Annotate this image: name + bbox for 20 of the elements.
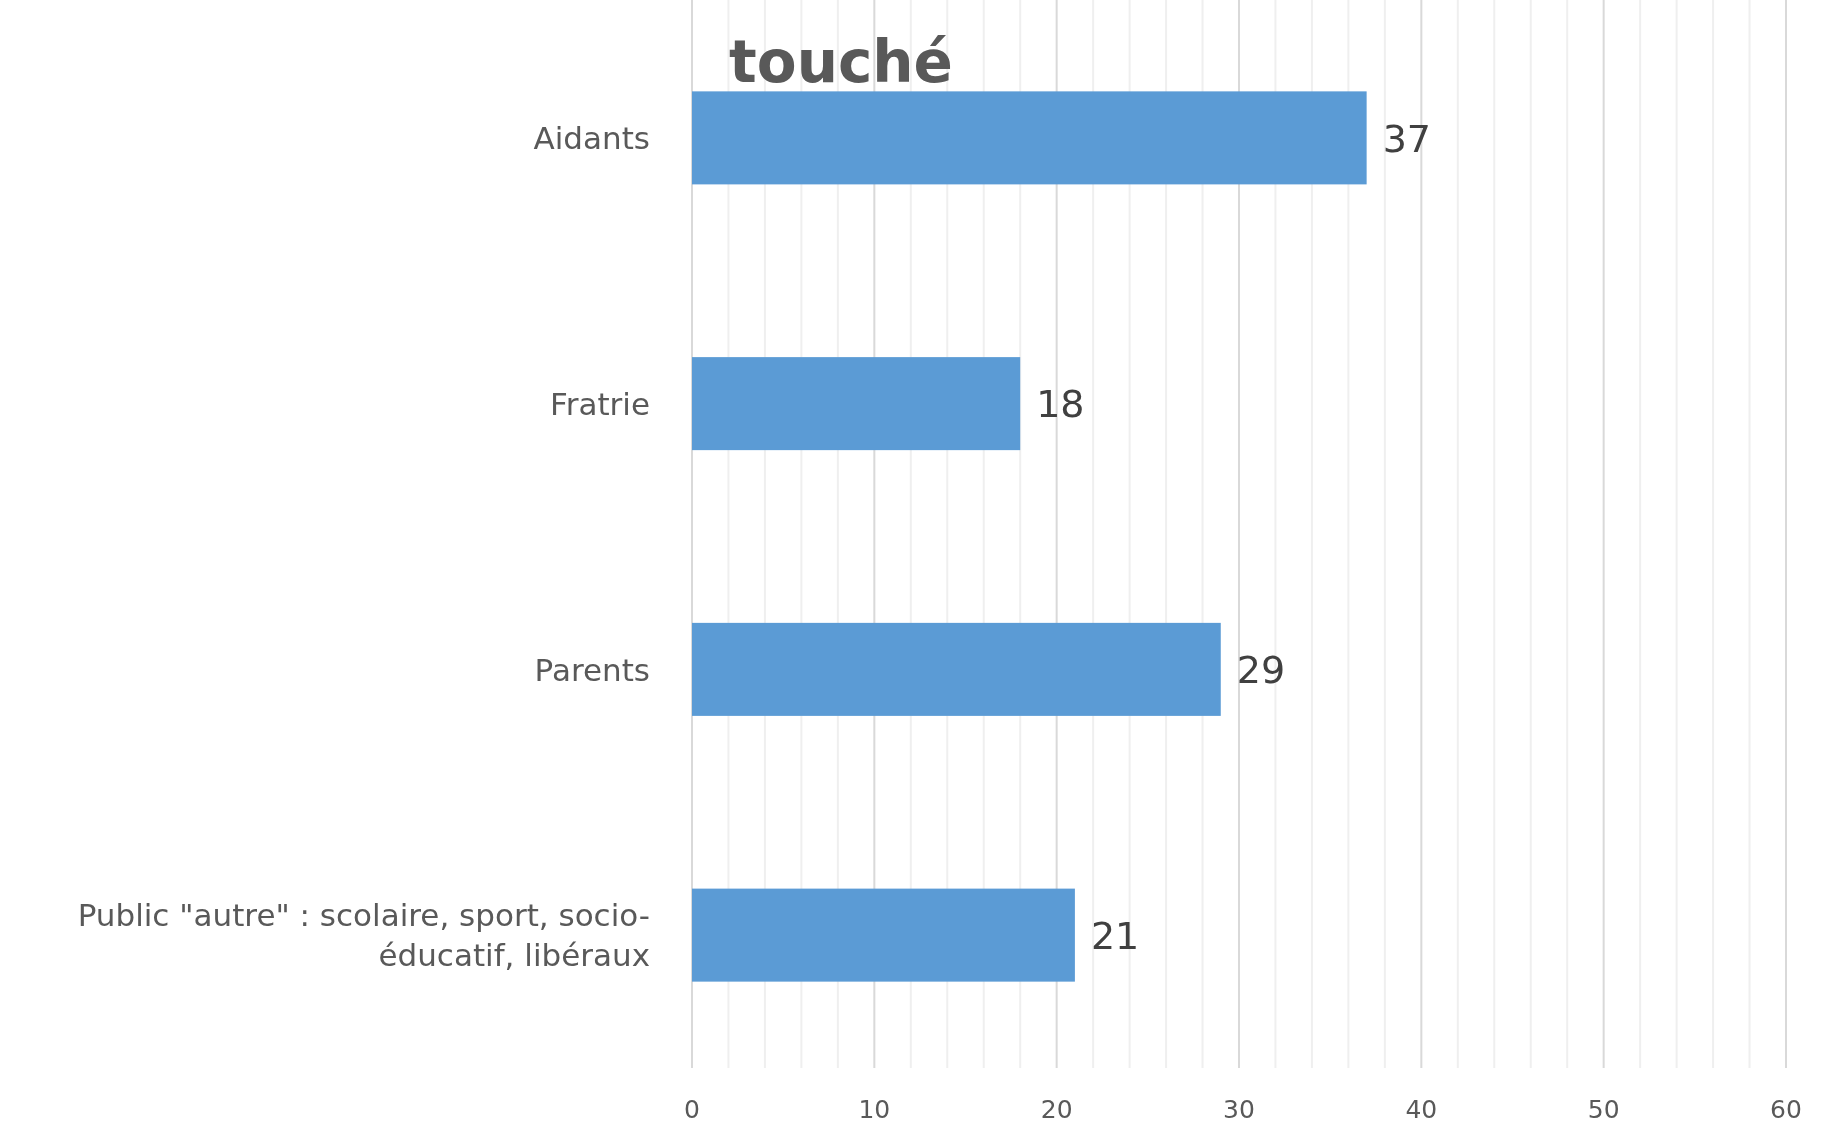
bar xyxy=(692,622,1221,716)
bar xyxy=(692,357,1021,451)
y-tick-label: Public "autre" : scolaire, sport, socio-éducatif, libéraux xyxy=(77,897,650,974)
bar xyxy=(692,91,1367,185)
x-tick-label: 20 xyxy=(1040,1095,1073,1124)
y-tick-label: Parents xyxy=(534,651,650,688)
x-tick-label: 40 xyxy=(1405,1095,1438,1124)
data-label: 29 xyxy=(1236,648,1286,693)
data-label: 18 xyxy=(1036,382,1085,427)
y-tick-label: Fratrie xyxy=(550,385,650,422)
x-tick-label: 60 xyxy=(1770,1095,1802,1124)
bar xyxy=(692,888,1075,982)
text: touché xyxy=(729,28,953,96)
x-tick-label: 30 xyxy=(1223,1095,1255,1124)
x-tick-label: 50 xyxy=(1587,1095,1620,1124)
x-tick-label: 0 xyxy=(684,1095,700,1124)
y-tick-label: Aidants xyxy=(533,120,650,157)
data-label: 37 xyxy=(1382,116,1431,161)
x-tick-label: 10 xyxy=(858,1095,891,1124)
data-label: 21 xyxy=(1090,913,1140,958)
